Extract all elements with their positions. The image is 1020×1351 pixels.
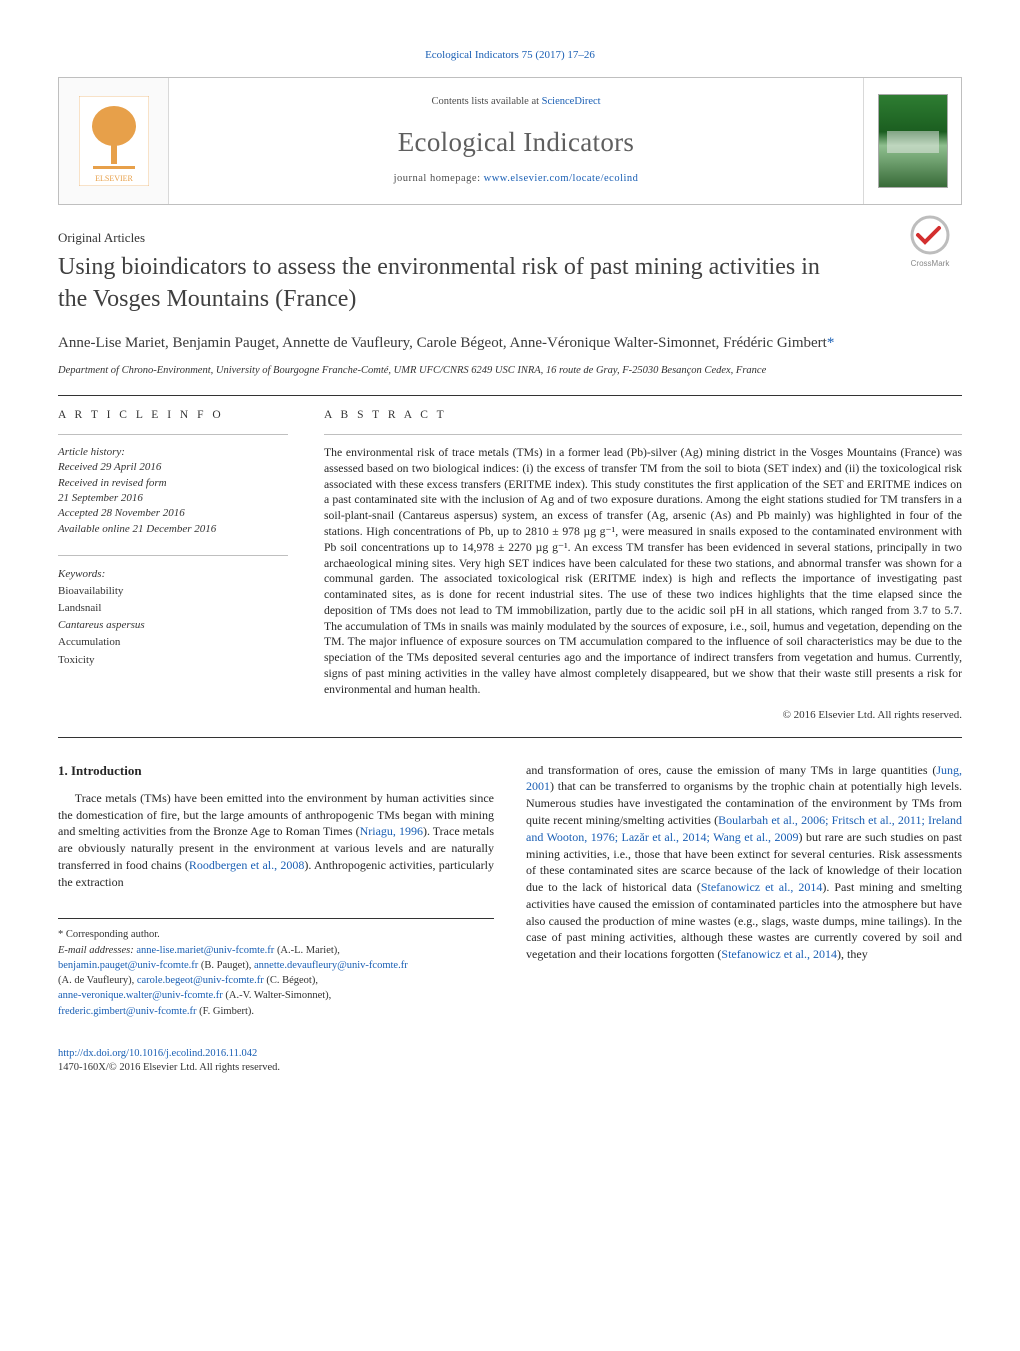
abstract-heading: A B S T R A C T [324, 408, 962, 424]
contents-lists-line: Contents lists available at ScienceDirec… [181, 95, 851, 109]
journal-homepage-line: journal homepage: www.elsevier.com/locat… [181, 172, 851, 186]
body-right-column: and transformation of ores, cause the em… [526, 762, 962, 1077]
cover-thumb-cell [863, 78, 961, 204]
citation-link[interactable]: Stefanowicz et al., 2014 [701, 880, 823, 894]
body-paragraph: Trace metals (TMs) have been emitted int… [58, 790, 494, 891]
journal-cover-icon [878, 94, 948, 188]
citation-link[interactable]: Nriagu, 1996 [360, 824, 423, 838]
journal-homepage-link[interactable]: www.elsevier.com/locate/ecolind [484, 173, 639, 184]
article-info-column: A R T I C L E I N F O Article history: R… [58, 408, 288, 722]
abstract-divider [324, 434, 962, 435]
history-line: Received in revised form [58, 477, 167, 489]
author-email-link[interactable]: anne-lise.mariet@univ-fcomte.fr [136, 945, 274, 956]
history-line: Received 29 April 2016 [58, 461, 161, 473]
journal-title: Ecological Indicators [181, 124, 851, 160]
keywords-label: Keywords: [58, 566, 288, 583]
publisher-logo-cell: ELSEVIER [59, 78, 169, 204]
elsevier-logo-icon: ELSEVIER [79, 96, 149, 186]
citation-link[interactable]: Stefanowicz et al., 2014 [721, 947, 837, 961]
author-email-link[interactable]: benjamin.pauget@univ-fcomte.fr [58, 960, 198, 971]
corresponding-marker[interactable]: * [827, 335, 835, 351]
author-email-link[interactable]: annette.devaufleury@univ-fcomte.fr [254, 960, 408, 971]
abstract-column: A B S T R A C T The environmental risk o… [324, 408, 962, 722]
history-line: Accepted 28 November 2016 [58, 507, 185, 519]
doi-block: http://dx.doi.org/10.1016/j.ecolind.2016… [58, 1047, 494, 1076]
article-history: Article history: Received 29 April 2016 … [58, 445, 288, 537]
svg-text:CrossMark: CrossMark [911, 259, 951, 268]
authors-text: Anne-Lise Mariet, Benjamin Pauget, Annet… [58, 335, 827, 351]
divider-top [58, 395, 962, 396]
abstract-text: The environmental risk of trace metals (… [324, 445, 962, 698]
body-columns: 1. Introduction Trace metals (TMs) have … [58, 762, 962, 1077]
masthead: ELSEVIER Contents lists available at Sci… [58, 77, 962, 205]
article-info-heading: A R T I C L E I N F O [58, 408, 288, 424]
running-head-link[interactable]: Ecological Indicators 75 (2017) 17–26 [425, 49, 595, 61]
author-email-link[interactable]: carole.begeot@univ-fcomte.fr [137, 975, 264, 986]
keyword: Landsnail [58, 602, 101, 614]
info-divider [58, 434, 288, 435]
keyword: Toxicity [58, 654, 95, 666]
contents-prefix: Contents lists available at [431, 96, 541, 107]
masthead-center: Contents lists available at ScienceDirec… [169, 78, 863, 204]
author-email-link[interactable]: frederic.gimbert@univ-fcomte.fr [58, 1006, 197, 1017]
info-abstract-row: A R T I C L E I N F O Article history: R… [58, 408, 962, 722]
issn-line: 1470-160X/© 2016 Elsevier Ltd. All right… [58, 1062, 280, 1073]
running-head-citation: 75 (2017) 17–26 [522, 49, 595, 61]
running-head: Ecological Indicators 75 (2017) 17–26 [58, 48, 962, 63]
running-head-journal: Ecological Indicators [425, 49, 519, 61]
sciencedirect-link[interactable]: ScienceDirect [542, 96, 601, 107]
body-paragraph: and transformation of ores, cause the em… [526, 762, 962, 964]
intro-heading: 1. Introduction [58, 762, 494, 780]
history-line: 21 September 2016 [58, 492, 143, 504]
footnotes: * Corresponding author. E-mail addresses… [58, 918, 494, 1018]
divider-bottom [58, 737, 962, 738]
article-title: Using bioindicators to assess the enviro… [58, 252, 838, 314]
author-email-link[interactable]: anne-veronique.walter@univ-fcomte.fr [58, 990, 223, 1001]
keywords-block: Keywords: Bioavailability Landsnail Cant… [58, 566, 288, 668]
crossmark-badge[interactable]: CrossMark [898, 211, 962, 275]
svg-text:ELSEVIER: ELSEVIER [95, 174, 133, 183]
email-addresses: E-mail addresses: anne-lise.mariet@univ-… [58, 943, 494, 1019]
keyword: Accumulation [58, 636, 120, 648]
abstract-copyright: © 2016 Elsevier Ltd. All rights reserved… [324, 708, 962, 723]
keyword: Bioavailability [58, 585, 123, 597]
doi-link[interactable]: http://dx.doi.org/10.1016/j.ecolind.2016… [58, 1048, 257, 1059]
keyword: Cantareus aspersus [58, 619, 145, 631]
info-divider [58, 555, 288, 556]
email-label: E-mail addresses: [58, 945, 134, 956]
history-line: Available online 21 December 2016 [58, 523, 216, 535]
citation-link[interactable]: Roodbergen et al., 2008 [189, 858, 304, 872]
article-section-label: Original Articles [58, 229, 962, 247]
affiliation: Department of Chrono-Environment, Univer… [58, 364, 918, 378]
homepage-prefix: journal homepage: [394, 173, 484, 184]
corresponding-note: * Corresponding author. [58, 927, 494, 942]
author-list: Anne-Lise Mariet, Benjamin Pauget, Annet… [58, 333, 962, 354]
history-label: Article history: [58, 446, 125, 458]
body-left-column: 1. Introduction Trace metals (TMs) have … [58, 762, 494, 1077]
